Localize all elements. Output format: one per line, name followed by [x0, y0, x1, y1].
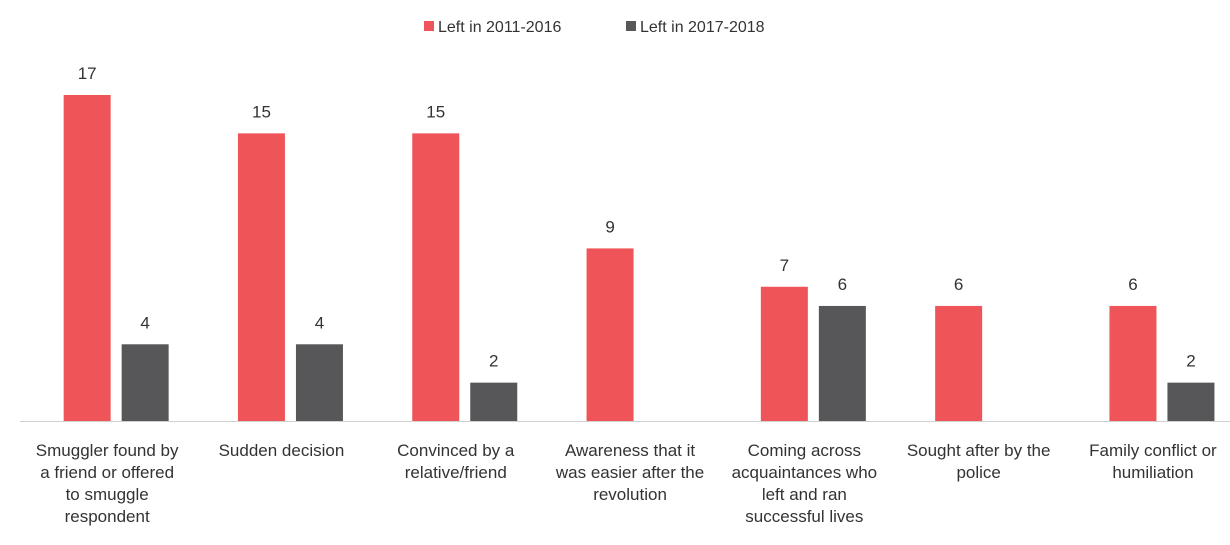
category-label-0-1: a friend or offered: [40, 463, 174, 482]
data-label-6-0: 6: [1128, 275, 1137, 294]
category-label-3-2: revolution: [593, 485, 667, 504]
data-label-3-0: 9: [605, 217, 614, 236]
category-label-2-1: relative/friend: [405, 463, 507, 482]
bar-2-1: [470, 382, 518, 421]
category-label-4-2: left and ran: [762, 485, 847, 504]
legend-swatch-1: [626, 21, 636, 31]
category-label-6-0: Family conflict or: [1089, 441, 1217, 460]
bar-6-0: [1109, 305, 1157, 421]
category-label-6-1: humiliation: [1112, 463, 1193, 482]
bar-4-1: [818, 305, 866, 421]
data-label-1-1: 4: [315, 313, 324, 332]
category-label-3-0: Awareness that it: [565, 441, 695, 460]
category-label-4-3: successful lives: [745, 507, 863, 526]
bar-3-0: [586, 248, 634, 421]
category-label-4-0: Coming across: [748, 441, 861, 460]
bars: [63, 95, 1215, 421]
category-label-2-0: Convinced by a: [397, 441, 515, 460]
data-label-5-0: 6: [954, 275, 963, 294]
category-label-0-2: to smuggle: [66, 485, 149, 504]
bar-1-0: [237, 133, 285, 421]
data-label-1-0: 15: [252, 102, 271, 121]
category-label-0-3: respondent: [65, 507, 150, 526]
data-label-0-1: 4: [140, 313, 149, 332]
data-label-4-0: 7: [780, 256, 789, 275]
bar-1-1: [295, 344, 343, 421]
category-label-5-1: police: [956, 463, 1000, 482]
bar-4-0: [760, 286, 808, 421]
data-label-2-0: 15: [426, 102, 445, 121]
legend-label-0: Left in 2011-2016: [438, 19, 561, 36]
category-label-5-0: Sought after by the: [907, 441, 1051, 460]
category-label-0-0: Smuggler found by: [36, 441, 179, 460]
bar-0-1: [121, 344, 169, 421]
legend-swatch-0: [424, 21, 434, 31]
data-label-6-1: 2: [1186, 352, 1195, 371]
category-label-3-1: was easier after the: [555, 463, 704, 482]
bar-5-0: [935, 305, 983, 421]
legend: Left in 2011-2016 Left in 2017-2018: [424, 19, 765, 36]
bar-6-1: [1167, 382, 1215, 421]
data-label-0-0: 17: [78, 64, 97, 83]
category-labels: Smuggler found by a friend or offered to s…: [36, 441, 1217, 526]
category-label-4-1: acquaintances who: [732, 463, 878, 482]
bar-2-0: [412, 133, 460, 421]
category-label-1-0: Sudden decision: [219, 441, 345, 460]
data-label-2-1: 2: [489, 352, 498, 371]
bar-0-0: [63, 95, 111, 421]
legend-label-1: Left in 2017-2018: [640, 19, 765, 36]
data-labels: 17 4 15 4 15 2 9 7 6 6 6 2: [78, 64, 1196, 371]
data-label-4-1: 6: [838, 275, 847, 294]
